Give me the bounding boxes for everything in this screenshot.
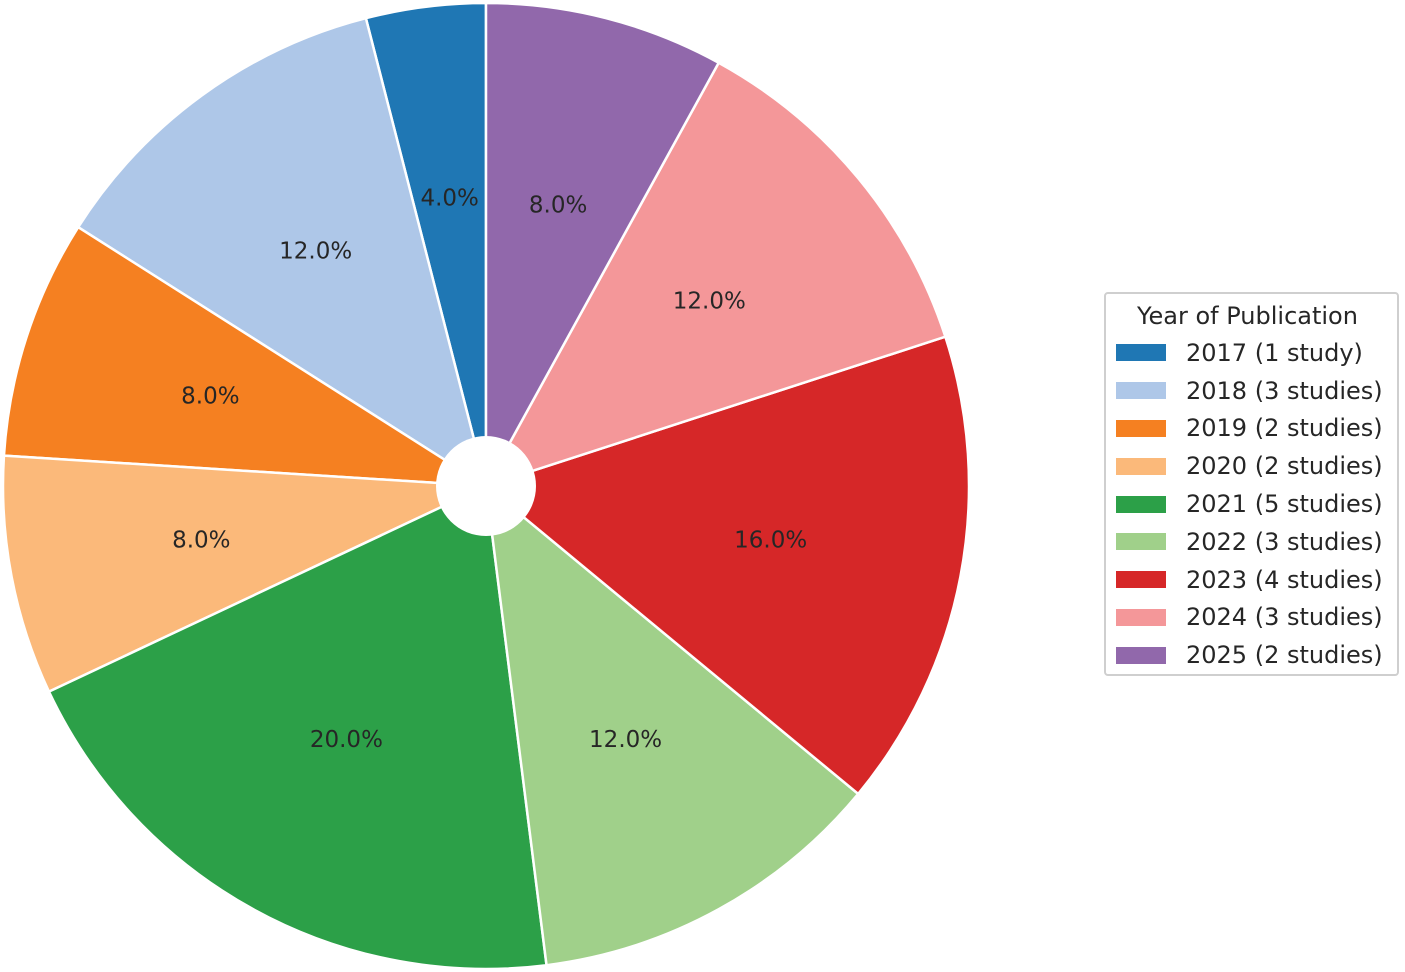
slice-percent-label: 8.0% bbox=[529, 192, 587, 218]
legend-swatch bbox=[1116, 382, 1166, 400]
slice-percent-label: 12.0% bbox=[589, 727, 662, 753]
legend-item: 2017 (1 study) bbox=[1116, 334, 1387, 372]
legend-swatch bbox=[1116, 533, 1166, 551]
legend-item: 2019 (2 studies) bbox=[1116, 410, 1387, 448]
legend-label: 2017 (1 study) bbox=[1186, 338, 1363, 367]
legend-item: 2018 (3 studies) bbox=[1116, 372, 1387, 410]
legend-label: 2019 (2 studies) bbox=[1186, 414, 1383, 443]
pie-slice-2018 bbox=[76, 16, 488, 488]
legend-label: 2025 (2 studies) bbox=[1186, 641, 1383, 670]
legend-item: 2022 (3 studies) bbox=[1116, 523, 1387, 561]
pie-slice-2020 bbox=[1, 454, 488, 693]
pie-slice-2025 bbox=[484, 1, 720, 488]
legend-label: 2024 (3 studies) bbox=[1186, 603, 1383, 632]
pie-slice-2019 bbox=[2, 225, 488, 488]
slice-percent-label: 8.0% bbox=[181, 383, 239, 409]
pie-slice-2021 bbox=[47, 484, 548, 971]
legend-label: 2018 (3 studies) bbox=[1186, 376, 1383, 405]
legend-item: 2025 (2 studies) bbox=[1116, 636, 1387, 674]
legend-label: 2021 (5 studies) bbox=[1186, 490, 1383, 519]
legend-item: 2024 (3 studies) bbox=[1116, 599, 1387, 637]
legend: Year of Publication 2017 (1 study) 2018 … bbox=[1104, 292, 1399, 676]
pie-slice-2024 bbox=[484, 61, 947, 488]
pie-slice-2022 bbox=[484, 484, 860, 967]
slice-percent-label: 8.0% bbox=[172, 527, 230, 553]
legend-swatch bbox=[1116, 344, 1166, 362]
legend-swatch bbox=[1116, 457, 1166, 475]
legend-label: 2023 (4 studies) bbox=[1186, 565, 1383, 594]
legend-title: Year of Publication bbox=[1137, 302, 1358, 330]
legend-item: 2020 (2 studies) bbox=[1116, 447, 1387, 485]
legend-swatch bbox=[1116, 571, 1166, 589]
slice-percent-label: 16.0% bbox=[734, 527, 807, 553]
legend-swatch bbox=[1116, 646, 1166, 664]
legend-label: 2022 (3 studies) bbox=[1186, 527, 1383, 556]
pie-slice-2023 bbox=[484, 335, 971, 796]
slice-percent-label: 12.0% bbox=[673, 288, 746, 314]
legend-item: 2023 (4 studies) bbox=[1116, 561, 1387, 599]
legend-label: 2020 (2 studies) bbox=[1186, 452, 1383, 481]
slice-percent-label: 4.0% bbox=[420, 186, 478, 212]
donut-hole bbox=[436, 436, 536, 536]
slice-percent-label: 20.0% bbox=[310, 727, 383, 753]
legend-item: 2021 (5 studies) bbox=[1116, 485, 1387, 523]
legend-swatch bbox=[1116, 608, 1166, 626]
legend-swatch bbox=[1116, 419, 1166, 437]
legend-swatch bbox=[1116, 495, 1166, 513]
slice-percent-label: 12.0% bbox=[279, 239, 352, 265]
